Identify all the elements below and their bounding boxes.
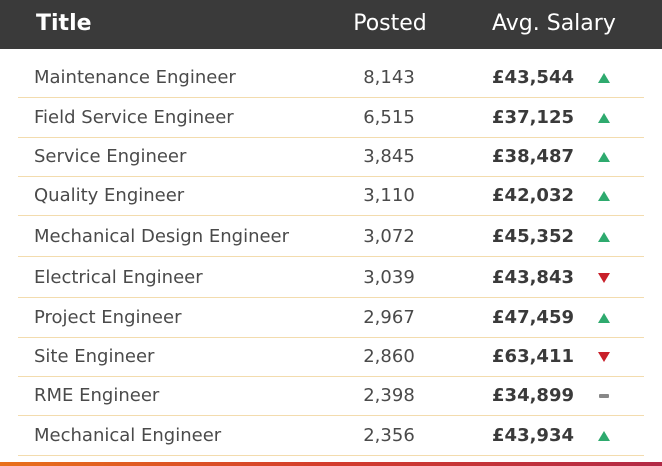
posted-count: 6,515 xyxy=(363,107,415,128)
avg-salary: £63,411 xyxy=(492,346,574,367)
posted-count: 2,860 xyxy=(363,346,415,367)
posted-count: 8,143 xyxy=(363,67,415,88)
column-header-title[interactable]: Title xyxy=(36,11,92,36)
job-title: Project Engineer xyxy=(34,307,182,328)
table-row[interactable]: Project Engineer 2,967 £47,459 xyxy=(18,298,644,338)
table-row[interactable]: Mechanical Engineer 2,356 £43,934 xyxy=(18,416,644,456)
job-title: Mechanical Design Engineer xyxy=(34,226,290,247)
column-header-avg-salary[interactable]: Avg. Salary xyxy=(492,11,616,36)
table-row[interactable]: Maintenance Engineer 8,143 £43,544 xyxy=(18,58,644,98)
table-row[interactable]: Quality Engineer 3,110 £42,032 xyxy=(18,176,644,216)
job-title: Mechanical Engineer xyxy=(34,425,222,446)
trend-up-icon xyxy=(598,113,610,123)
avg-salary: £43,544 xyxy=(492,67,574,88)
trend-up-icon xyxy=(598,152,610,162)
posted-count: 3,072 xyxy=(363,226,415,247)
trend-down-icon xyxy=(598,352,610,362)
table-row[interactable]: Mechanical Design Engineer 3,072 £45,352 xyxy=(18,217,644,257)
trend-flat-icon xyxy=(599,394,609,398)
posted-count: 3,039 xyxy=(363,267,415,288)
trend-down-icon xyxy=(598,273,610,283)
trend-up-icon xyxy=(598,191,610,201)
table-row[interactable]: Site Engineer 2,860 £63,411 xyxy=(18,337,644,377)
job-title: Field Service Engineer xyxy=(34,107,234,128)
column-header-posted[interactable]: Posted xyxy=(353,11,427,36)
avg-salary: £38,487 xyxy=(492,146,574,167)
posted-count: 2,356 xyxy=(363,425,415,446)
trend-up-icon xyxy=(598,313,610,323)
posted-count: 3,110 xyxy=(363,185,415,206)
table-header: Title Posted Avg. Salary xyxy=(0,0,662,49)
avg-salary: £43,843 xyxy=(492,267,574,288)
posted-count: 2,398 xyxy=(363,385,415,406)
table-row[interactable]: Field Service Engineer 6,515 £37,125 xyxy=(18,98,644,138)
trend-up-icon xyxy=(598,431,610,441)
job-title: Electrical Engineer xyxy=(34,267,203,288)
avg-salary: £34,899 xyxy=(492,385,574,406)
avg-salary: £45,352 xyxy=(492,226,574,247)
avg-salary: £43,934 xyxy=(492,425,574,446)
job-title: Service Engineer xyxy=(34,146,187,167)
trend-up-icon xyxy=(598,73,610,83)
table-row[interactable]: RME Engineer 2,398 £34,899 xyxy=(18,376,644,416)
job-title: Quality Engineer xyxy=(34,185,185,206)
posted-count: 3,845 xyxy=(363,146,415,167)
job-title: RME Engineer xyxy=(34,385,160,406)
avg-salary: £37,125 xyxy=(492,107,574,128)
posted-count: 2,967 xyxy=(363,307,415,328)
avg-salary: £47,459 xyxy=(492,307,574,328)
bottom-accent-bar xyxy=(0,462,662,466)
table-row[interactable]: Service Engineer 3,845 £38,487 xyxy=(18,137,644,177)
trend-up-icon xyxy=(598,232,610,242)
job-title: Site Engineer xyxy=(34,346,155,367)
table-row[interactable]: Electrical Engineer 3,039 £43,843 xyxy=(18,258,644,298)
job-title: Maintenance Engineer xyxy=(34,67,236,88)
avg-salary: £42,032 xyxy=(492,185,574,206)
